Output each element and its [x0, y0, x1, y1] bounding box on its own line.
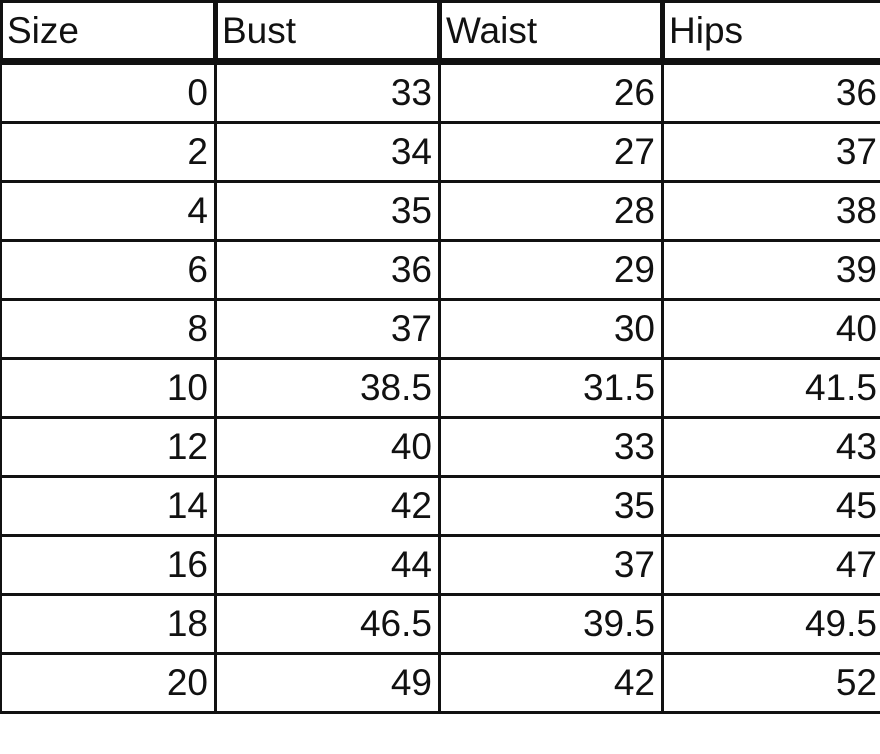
bust-cell: 44 — [214, 534, 441, 596]
bust-cell: 42 — [214, 475, 441, 537]
bust-cell: 46.5 — [214, 593, 441, 655]
hips-cell: 38 — [661, 180, 880, 242]
waist-cell: 29 — [438, 239, 664, 301]
header-size: Size — [0, 0, 218, 65]
table-row: 8 37 30 40 — [0, 298, 880, 360]
header-row: Size Bust Waist Hips — [0, 0, 880, 65]
size-cell: 18 — [0, 593, 217, 655]
table-row: 16 44 37 47 — [0, 534, 880, 596]
waist-cell: 37 — [438, 534, 664, 596]
waist-cell: 27 — [438, 121, 664, 183]
hips-cell: 36 — [661, 60, 880, 124]
size-cell: 2 — [0, 121, 217, 183]
bust-cell: 33 — [214, 60, 441, 124]
size-cell: 20 — [0, 652, 217, 714]
bust-cell: 49 — [214, 652, 441, 714]
table-row: 0 33 26 36 — [0, 60, 880, 124]
hips-cell: 43 — [661, 416, 880, 478]
waist-cell: 26 — [438, 60, 664, 124]
bust-cell: 40 — [214, 416, 441, 478]
hips-cell: 40 — [661, 298, 880, 360]
table-row: 6 36 29 39 — [0, 239, 880, 301]
bust-cell: 38.5 — [214, 357, 441, 419]
bust-cell: 34 — [214, 121, 441, 183]
table-row: 20 49 42 52 — [0, 652, 880, 714]
size-chart-table: Size Bust Waist Hips 0 33 26 36 2 34 27 37 4 35 28… — [0, 0, 880, 714]
size-cell: 0 — [0, 60, 217, 124]
header-hips: Hips — [660, 0, 880, 65]
waist-cell: 30 — [438, 298, 664, 360]
hips-cell: 49.5 — [661, 593, 880, 655]
hips-cell: 47 — [661, 534, 880, 596]
bust-cell: 36 — [214, 239, 441, 301]
waist-cell: 33 — [438, 416, 664, 478]
waist-cell: 42 — [438, 652, 664, 714]
waist-cell: 31.5 — [438, 357, 664, 419]
size-cell: 14 — [0, 475, 217, 537]
hips-cell: 41.5 — [661, 357, 880, 419]
size-cell: 4 — [0, 180, 217, 242]
size-cell: 16 — [0, 534, 217, 596]
size-cell: 8 — [0, 298, 217, 360]
table-row: 4 35 28 38 — [0, 180, 880, 242]
waist-cell: 28 — [438, 180, 664, 242]
size-cell: 12 — [0, 416, 217, 478]
table-row: 12 40 33 43 — [0, 416, 880, 478]
header-waist: Waist — [437, 0, 665, 65]
waist-cell: 39.5 — [438, 593, 664, 655]
hips-cell: 37 — [661, 121, 880, 183]
waist-cell: 35 — [438, 475, 664, 537]
bust-cell: 37 — [214, 298, 441, 360]
table-row: 2 34 27 37 — [0, 121, 880, 183]
hips-cell: 52 — [661, 652, 880, 714]
header-bust: Bust — [213, 0, 442, 65]
hips-cell: 39 — [661, 239, 880, 301]
table-row: 18 46.5 39.5 49.5 — [0, 593, 880, 655]
hips-cell: 45 — [661, 475, 880, 537]
table-row: 14 42 35 45 — [0, 475, 880, 537]
size-cell: 6 — [0, 239, 217, 301]
table-row: 10 38.5 31.5 41.5 — [0, 357, 880, 419]
bust-cell: 35 — [214, 180, 441, 242]
size-cell: 10 — [0, 357, 217, 419]
